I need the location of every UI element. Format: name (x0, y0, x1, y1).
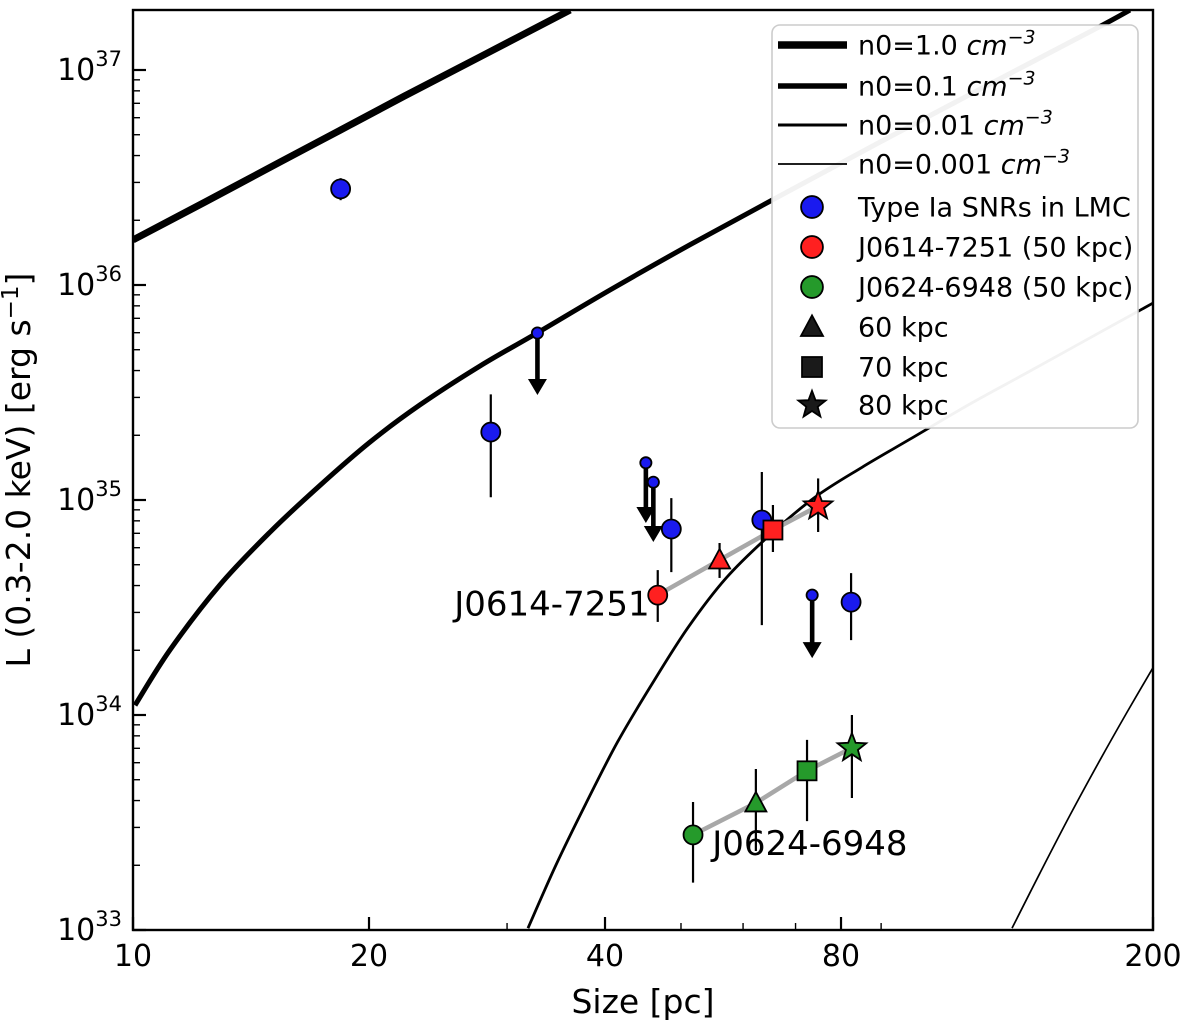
data-points-layer (330, 178, 869, 883)
legend-label: n0=0.01 cm−3 (858, 107, 1053, 142)
x-tick-label: 80 (822, 939, 860, 974)
annotation-j0624-6948: J0624-6948 (710, 824, 907, 864)
annotation-j0614-7251: J0614-7251 (452, 585, 649, 625)
x-tick-label: 20 (350, 939, 388, 974)
lmc-snr-point (480, 421, 502, 443)
legend-row-4: Type Ia SNRs in LMC (800, 193, 1131, 224)
x-tick-label: 40 (586, 939, 624, 974)
x-tick-label: 10 (114, 939, 152, 974)
lmc-snr-upper-limit-point (639, 456, 653, 470)
legend-label: n0=1.0 cm−3 (858, 27, 1036, 62)
j0614-7251-60kpc-point (707, 547, 732, 570)
legend-row-7: 60 kpc (799, 313, 949, 344)
legend-label: Type Ia SNRs in LMC (857, 193, 1131, 224)
upper-limit-arrowhead (527, 378, 547, 395)
plot-border (131, 8, 1155, 932)
legend-triangle-marker (799, 313, 825, 337)
legend-star-marker (795, 388, 829, 419)
axes-layer: 10 20 40 80 200 1033 1034 1035 1036 1037 Size [pc… (0, 8, 1182, 1021)
legend-row-1: n0=0.1 cm−3 (778, 68, 1036, 103)
upper-limit-arrowhead (802, 642, 822, 659)
x-axis-label: Size [pc] (571, 982, 714, 1021)
legend-rows: n0=1.0 cm−3 n0=0.1 cm−3 n0=0.01 cm−3 n0=0.0… (778, 27, 1133, 422)
y-axis-label: L (0.3-2.0 keV) [erg s−1] (0, 273, 38, 668)
legend-label: 60 kpc (858, 313, 949, 344)
model-curve-n0=1.0 (133, 10, 572, 244)
annotations-layer: J0614-7251 J0624-6948 (452, 585, 907, 865)
y-tick-label: 1036 (57, 262, 122, 303)
j0624-6948-50kpc-point (682, 824, 704, 846)
j0624-6948-70kpc-point (796, 760, 818, 782)
model-curve-n0=0.001 (1011, 667, 1153, 929)
lmc-snr-upper-limit-point (646, 475, 660, 489)
j0624-6948-80kpc-point (835, 730, 869, 763)
x-tick-label: 200 (1124, 939, 1181, 974)
legend-row-8: 70 kpc (801, 353, 949, 384)
lmc-snr-upper-limit-point (530, 326, 544, 340)
legend-label: 80 kpc (858, 391, 949, 422)
lmc-snr-point (330, 178, 352, 200)
legend-row-9: 80 kpc (795, 388, 949, 422)
y-tick-label: 1035 (57, 477, 122, 518)
legend-circle-marker (800, 235, 824, 259)
y-tick-label: 1033 (57, 907, 122, 948)
connector-line-j0614-7251 (656, 504, 820, 598)
y-tick-label: 1037 (57, 47, 122, 88)
legend-circle-marker (800, 195, 824, 219)
lmc-snr-point (660, 518, 682, 540)
j0614-7251-70kpc-point (762, 519, 784, 541)
legend-label: J0614-7251 (50 kpc) (856, 233, 1133, 264)
legend-label: 70 kpc (858, 353, 949, 384)
tick-labels: 10 20 40 80 200 1033 1034 1035 1036 1037 (57, 47, 1182, 974)
legend-row-2: n0=0.01 cm−3 (778, 107, 1053, 142)
legend-square-marker (801, 356, 823, 378)
y-tick-label: 1034 (57, 692, 122, 733)
legend-box (771, 24, 1139, 429)
legend-label: n0=0.1 cm−3 (858, 68, 1036, 103)
connector-line-j0624-6948 (691, 745, 853, 837)
legend-row-6: J0624-6948 (50 kpc) (800, 273, 1133, 304)
legend: n0=1.0 cm−3 n0=0.1 cm−3 n0=0.01 cm−3 n0=0.0… (771, 24, 1139, 429)
lmc-snr-point (840, 591, 862, 613)
j0614-7251-50kpc-point (647, 584, 669, 606)
lmc-snr-upper-limit-point (805, 588, 819, 602)
j0624-6948-60kpc-point (743, 790, 768, 813)
legend-label: J0624-6948 (50 kpc) (856, 273, 1133, 304)
legend-row-5: J0614-7251 (50 kpc) (800, 233, 1133, 264)
legend-row-0: n0=1.0 cm−3 (778, 27, 1036, 62)
legend-row-3: n0=0.001 cm−3 (778, 146, 1070, 181)
upper-limit-arrowhead (643, 525, 663, 542)
ticks (131, 68, 1155, 932)
upper-limit-arrowhead (636, 506, 656, 523)
j0614-7251-80kpc-point (801, 488, 835, 521)
legend-circle-marker (800, 275, 824, 299)
legend-label: n0=0.001 cm−3 (858, 146, 1070, 181)
